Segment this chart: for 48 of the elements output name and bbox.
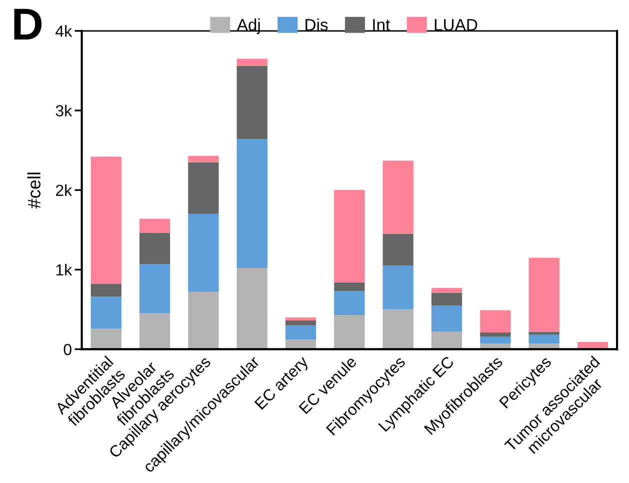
bar	[139, 313, 170, 350]
bar	[139, 233, 170, 264]
y-axis-title: #cell	[27, 172, 40, 209]
bar	[334, 291, 365, 315]
y-tick-label: 2k	[56, 184, 72, 196]
bar	[431, 332, 462, 350]
bar	[480, 336, 511, 344]
bar	[382, 234, 414, 266]
bar	[90, 156, 122, 284]
bar	[90, 328, 122, 350]
bar	[236, 66, 268, 140]
bar	[139, 218, 170, 234]
legend-label: Dis	[306, 18, 328, 31]
text: D	[14, 8, 42, 40]
bar	[480, 332, 511, 336]
y-tick-label: 3k	[56, 104, 72, 116]
bar	[334, 314, 365, 350]
y-tick-label: 4k	[56, 25, 72, 37]
bar	[236, 139, 268, 268]
bar	[431, 292, 462, 306]
y-tick-label: 1k	[56, 264, 72, 276]
bar	[528, 334, 560, 344]
legend-label: Adj	[236, 18, 260, 34]
bar	[188, 214, 219, 292]
bar	[480, 310, 511, 332]
bar	[528, 332, 560, 335]
bar	[188, 292, 219, 350]
bar	[528, 258, 560, 332]
bar	[188, 162, 219, 214]
bar	[236, 58, 268, 66]
bar	[431, 305, 462, 332]
bar	[382, 266, 414, 310]
y-tick-label: 0	[64, 344, 72, 356]
bar	[139, 264, 170, 314]
bar	[382, 160, 414, 234]
legend-label: Int	[373, 19, 390, 31]
bar	[90, 284, 122, 297]
bar	[90, 296, 122, 329]
bar	[431, 288, 462, 293]
bar	[285, 317, 316, 321]
bar	[188, 156, 219, 162]
bar	[334, 190, 365, 282]
bar	[236, 268, 268, 350]
bar	[285, 325, 316, 340]
bar	[334, 282, 365, 292]
legend-label: LUAD	[434, 19, 478, 31]
bar	[382, 309, 414, 350]
bar	[285, 320, 316, 326]
